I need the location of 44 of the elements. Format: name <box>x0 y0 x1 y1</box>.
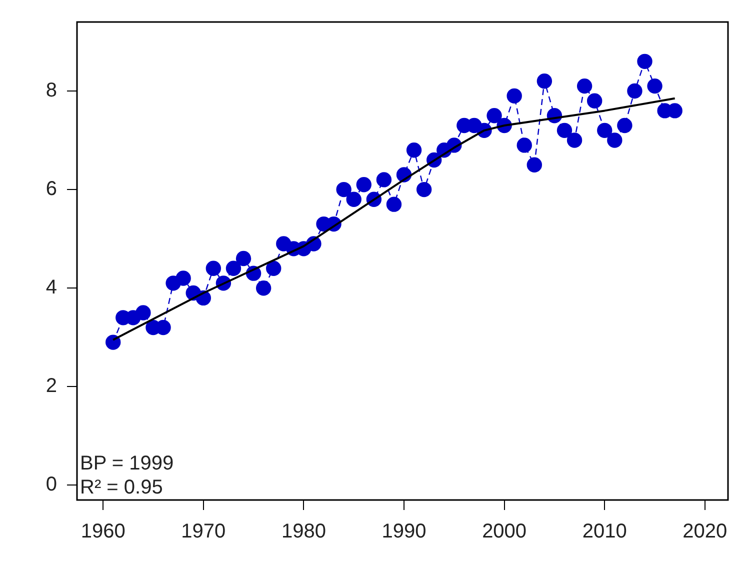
point <box>576 78 592 94</box>
point <box>627 83 642 99</box>
point <box>206 260 222 276</box>
point <box>346 192 362 207</box>
point <box>526 157 542 173</box>
point <box>256 280 272 296</box>
x-tick-label: 2020 <box>682 520 728 543</box>
point <box>597 122 612 138</box>
point <box>386 196 402 212</box>
point <box>356 177 372 192</box>
point <box>376 172 392 188</box>
y-tick-label: 8 <box>46 80 57 102</box>
point <box>106 334 121 350</box>
point <box>506 88 522 104</box>
point <box>176 270 191 286</box>
point <box>236 250 252 266</box>
point <box>516 138 532 153</box>
point <box>266 260 282 276</box>
y-tick-label: 4 <box>46 276 57 299</box>
x-tick-label: 1990 <box>382 520 426 543</box>
y-tick-label: 6 <box>46 178 57 200</box>
point <box>226 260 242 276</box>
point <box>566 132 582 148</box>
x-tick-label: 2010 <box>582 520 627 543</box>
point <box>536 74 552 89</box>
point <box>556 122 572 138</box>
point <box>406 142 422 158</box>
point <box>637 54 652 70</box>
x-tick-label: 2000 <box>482 520 527 543</box>
y-tick-label: 0 <box>46 474 57 496</box>
point <box>416 182 432 198</box>
x-tick-label: 1960 <box>80 520 126 543</box>
point <box>586 93 602 108</box>
x-tick-label: 1970 <box>181 520 226 543</box>
y-tick-label: 2 <box>46 375 57 398</box>
point <box>617 118 632 134</box>
annotation: R² = 0.95 <box>80 476 163 499</box>
x-tick-label: 1980 <box>281 520 326 543</box>
point <box>647 78 662 94</box>
point <box>336 182 352 198</box>
point <box>486 108 502 124</box>
annotation: BP = 1999 <box>80 452 174 475</box>
point <box>136 305 151 320</box>
point <box>607 132 622 148</box>
